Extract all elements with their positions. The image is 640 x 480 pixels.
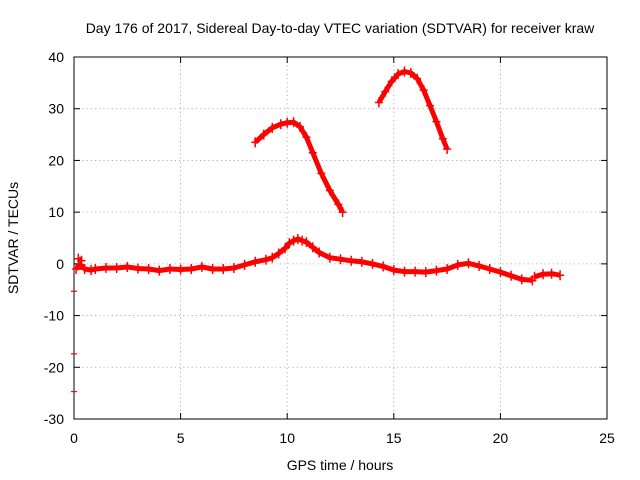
y-tick-label: 40: [48, 49, 64, 65]
y-tick-labels: -30 -20 -10 0 10 20 30 40: [44, 49, 64, 427]
y-tick-label: -30: [44, 411, 64, 427]
x-tick-labels: 0 5 10 15 20 25: [70, 430, 615, 446]
y-tick-label: 20: [48, 152, 64, 168]
x-axis-label: GPS time / hours: [287, 457, 394, 473]
y-axis-label: SDTVAR / TECUs: [5, 182, 21, 294]
y-tick-label: 10: [48, 204, 64, 220]
series-line-end-segment: [533, 271, 561, 280]
x-tick-label: 20: [493, 430, 509, 446]
y-tick-label: 0: [56, 256, 64, 272]
x-tick-label: 25: [599, 430, 615, 446]
series-line-main: [74, 236, 533, 283]
grid-lines: [74, 57, 607, 419]
x-tick-label: 10: [279, 430, 295, 446]
series-line-arc-1: [253, 119, 345, 214]
x-tick-label: 0: [70, 430, 78, 446]
data-series: [71, 66, 565, 393]
chart-title: Day 176 of 2017, Sidereal Day-to-day VTE…: [86, 20, 595, 36]
x-tick-label: 15: [386, 430, 402, 446]
x-tick-label: 5: [177, 430, 185, 446]
plot-frame: [73, 56, 608, 420]
series-line-arc-2: [376, 69, 450, 151]
y-tick-label: -10: [44, 308, 64, 324]
axis-ticks: [73, 56, 608, 420]
y-tick-label: 30: [48, 101, 64, 117]
y-tick-label: -20: [44, 359, 64, 375]
